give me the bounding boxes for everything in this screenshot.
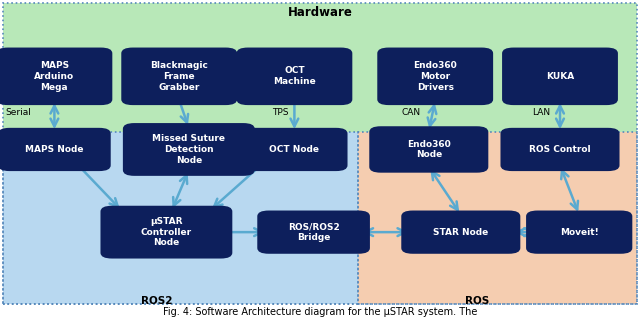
Text: OCT Node: OCT Node: [269, 145, 319, 154]
FancyBboxPatch shape: [257, 211, 370, 254]
Text: KUKA: KUKA: [546, 72, 574, 81]
Text: TPS: TPS: [272, 108, 289, 117]
FancyBboxPatch shape: [401, 211, 520, 254]
Text: CAN: CAN: [401, 108, 420, 117]
FancyBboxPatch shape: [0, 128, 111, 171]
Text: Moveit!: Moveit!: [560, 228, 598, 237]
FancyBboxPatch shape: [526, 211, 632, 254]
Text: Blackmagic
Frame
Grabber: Blackmagic Frame Grabber: [150, 61, 208, 92]
FancyBboxPatch shape: [3, 132, 358, 304]
FancyBboxPatch shape: [358, 132, 637, 304]
FancyBboxPatch shape: [369, 126, 488, 173]
Text: Serial: Serial: [5, 108, 31, 117]
Text: Fig. 4: Software Architecture diagram for the μSTAR system. The: Fig. 4: Software Architecture diagram fo…: [163, 307, 477, 317]
FancyBboxPatch shape: [123, 123, 255, 176]
Text: LAN: LAN: [532, 108, 550, 117]
FancyBboxPatch shape: [241, 128, 348, 171]
Text: ROS/ROS2
Bridge: ROS/ROS2 Bridge: [288, 222, 339, 242]
Text: ROS: ROS: [465, 295, 489, 306]
FancyBboxPatch shape: [378, 47, 493, 105]
Text: μSTAR
Controller
Node: μSTAR Controller Node: [141, 217, 192, 247]
Text: ROS2: ROS2: [141, 295, 173, 306]
FancyBboxPatch shape: [122, 47, 237, 105]
FancyBboxPatch shape: [3, 3, 637, 132]
Text: OCT
Machine: OCT Machine: [273, 66, 316, 86]
Text: Endo360
Motor
Drivers: Endo360 Motor Drivers: [413, 61, 457, 92]
Text: MAPS
Arduino
Mega: MAPS Arduino Mega: [35, 61, 74, 92]
FancyBboxPatch shape: [500, 128, 620, 171]
Text: STAR Node: STAR Node: [433, 228, 488, 237]
Text: Missed Suture
Detection
Node: Missed Suture Detection Node: [152, 134, 225, 165]
Text: ROS Control: ROS Control: [529, 145, 591, 154]
Text: Endo360
Node: Endo360 Node: [407, 140, 451, 159]
Text: MAPS Node: MAPS Node: [25, 145, 84, 154]
FancyBboxPatch shape: [100, 206, 232, 259]
Text: Hardware: Hardware: [287, 6, 353, 18]
FancyBboxPatch shape: [237, 47, 352, 105]
FancyBboxPatch shape: [502, 47, 618, 105]
FancyBboxPatch shape: [0, 47, 113, 105]
